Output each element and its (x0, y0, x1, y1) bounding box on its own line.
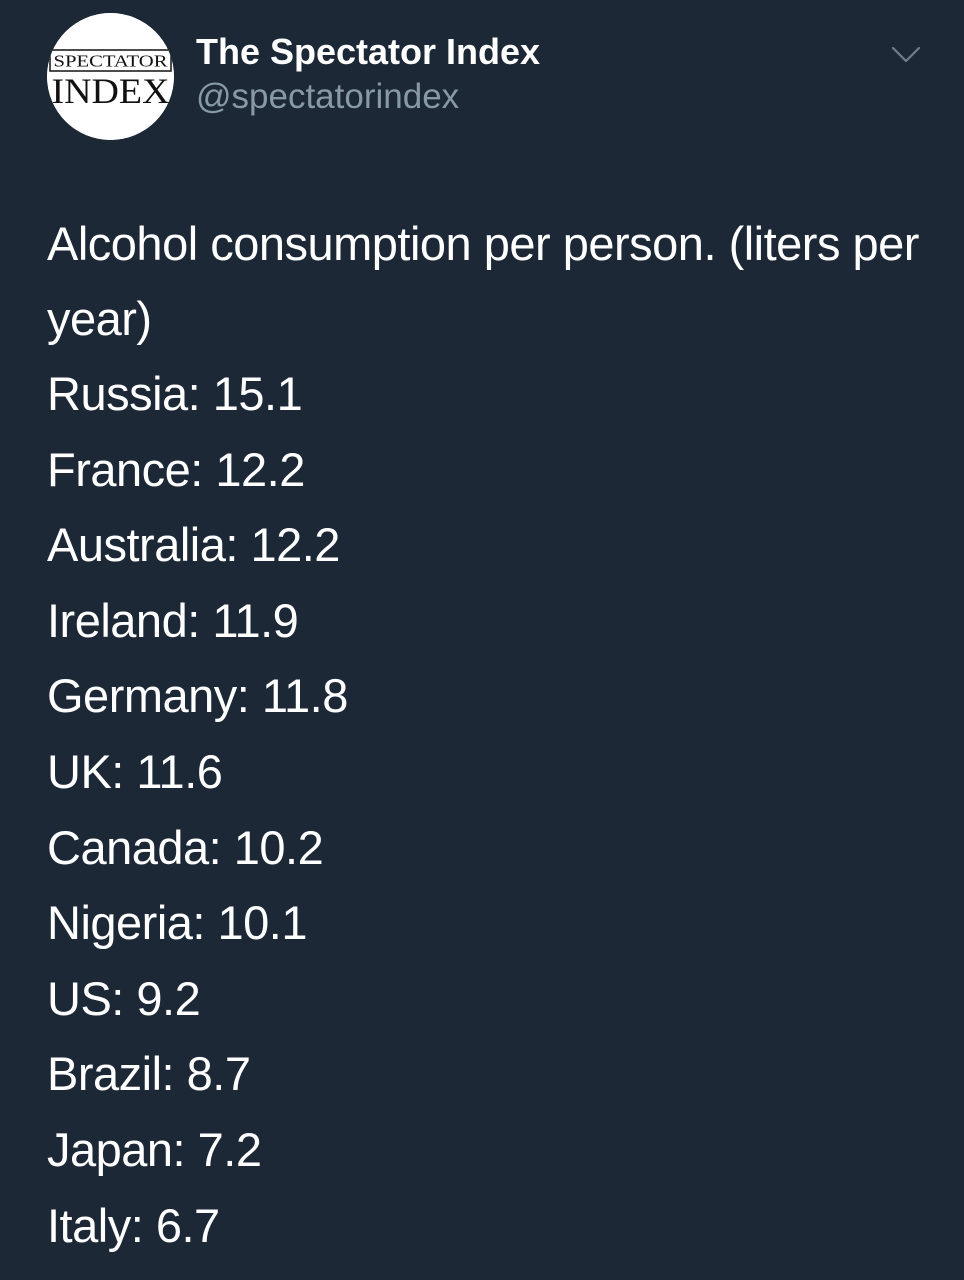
stat-line: Italy: 6.7 (47, 1198, 220, 1252)
stat-line: US: 9.2 (47, 971, 201, 1025)
stat-line: Brazil: 8.7 (47, 1047, 251, 1101)
tweet-text: Alcohol consumption per person. (liters … (47, 206, 927, 1263)
chevron-down-icon[interactable] (890, 44, 922, 66)
author-handle[interactable]: @spectatorindex (196, 77, 460, 116)
avatar[interactable]: SPECTATOR INDEX (47, 13, 174, 140)
stat-line: Australia: 12.2 (47, 518, 340, 572)
stat-line: Germany: 11.8 (47, 669, 348, 723)
svg-text:INDEX: INDEX (52, 71, 170, 111)
stat-line: Russia: 15.1 (47, 367, 303, 420)
stat-line: Nigeria: 10.1 (47, 896, 308, 950)
svg-text:SPECTATOR: SPECTATOR (54, 52, 169, 71)
author-display-name[interactable]: The Spectator Index (196, 31, 541, 72)
stat-line: Japan: 7.2 (47, 1122, 262, 1176)
stat-line: Ireland: 11.9 (47, 593, 299, 647)
author-info: The Spectator Index @spectatorindex (196, 30, 540, 119)
tweet-headline: Alcohol consumption per person. (liters … (47, 217, 919, 345)
stat-line: UK: 11.6 (47, 744, 223, 798)
stat-line: France: 12.2 (47, 442, 305, 496)
stat-list: Russia: 15.1 France: 12.2 Australia: 12.2 I… (47, 356, 927, 1263)
spectator-index-logo: SPECTATOR INDEX (47, 13, 174, 140)
stat-line: Canada: 10.2 (47, 820, 324, 874)
